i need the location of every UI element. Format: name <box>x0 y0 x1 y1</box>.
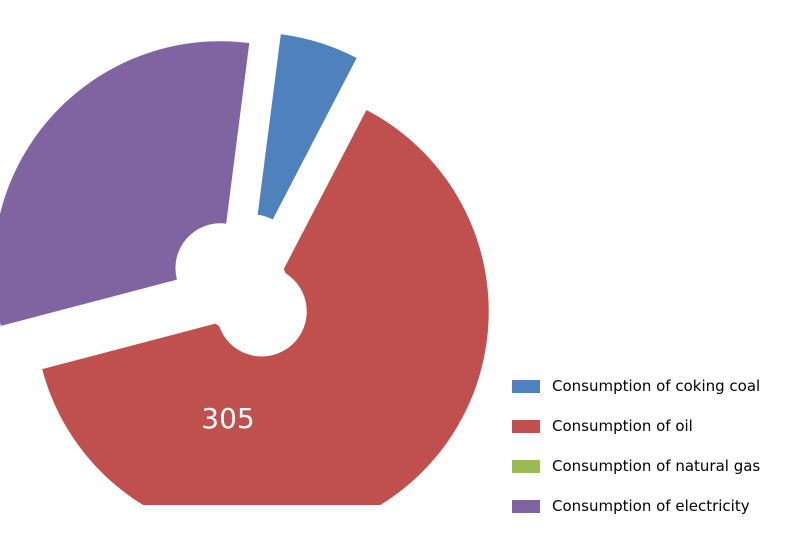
legend-label-oil: Consumption of oil <box>552 417 693 435</box>
legend-item-oil: Consumption of oil <box>512 416 806 436</box>
legend-label-coking-coal: Consumption of coking coal <box>552 377 761 395</box>
slice-coking-coal <box>257 34 357 220</box>
pie-chart: 305 Consumption of coking coal Consumpti… <box>0 34 760 515</box>
chart-legend: Consumption of coking coal Consumption o… <box>512 376 806 536</box>
legend-label-natural-gas: Consumption of natural gas <box>552 457 761 475</box>
legend-item-electricity: Consumption of electricity <box>512 496 806 516</box>
pie-chart-svg: 305 <box>0 34 489 505</box>
legend-swatch-electricity <box>512 500 540 513</box>
legend-item-coking-coal: Consumption of coking coal <box>512 376 806 396</box>
pie-center-hole <box>198 243 288 333</box>
legend-swatch-natural-gas <box>512 460 540 473</box>
data-label-oil: 305 <box>201 402 254 435</box>
legend-item-natural-gas: Consumption of natural gas <box>512 456 806 476</box>
slice-electricity <box>0 41 250 326</box>
legend-label-electricity: Consumption of electricity <box>552 497 750 515</box>
slice-oil <box>42 110 489 505</box>
legend-swatch-coking-coal <box>512 380 540 393</box>
legend-swatch-oil <box>512 420 540 433</box>
